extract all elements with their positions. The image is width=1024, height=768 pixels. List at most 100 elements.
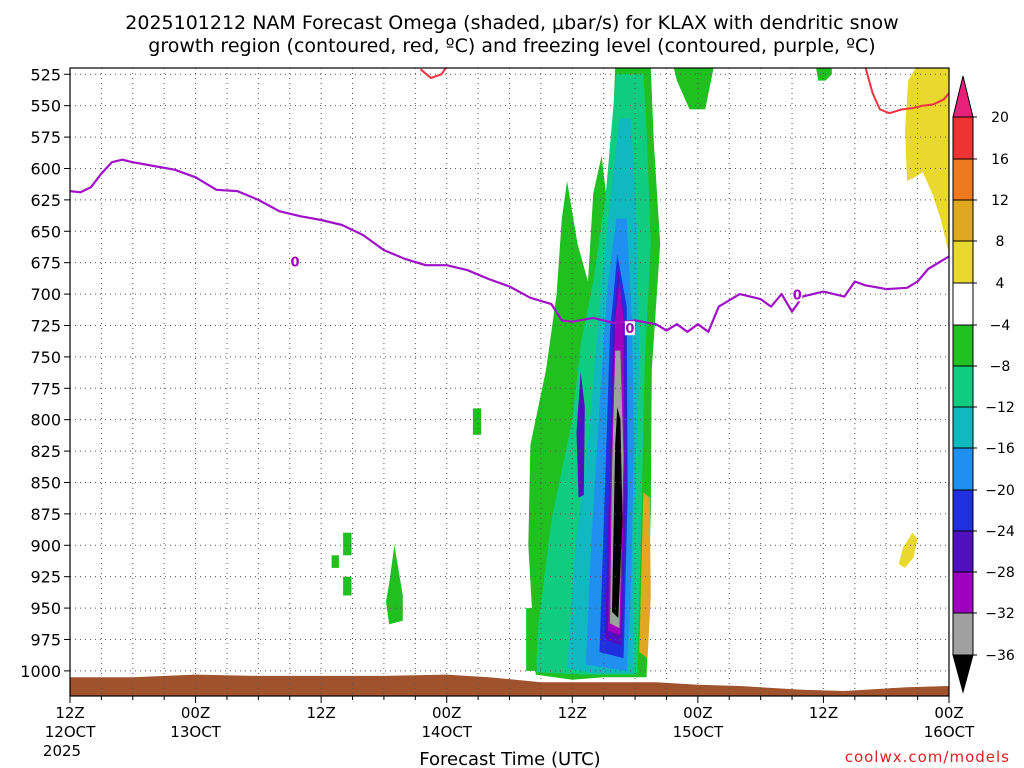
colorbar-label: −32 [985, 606, 1015, 622]
omega-region-13 [386, 545, 403, 625]
x-tick-date-label: 13OCT [170, 723, 221, 741]
colorbar-swatch [952, 489, 974, 532]
plot-area: 0 0 0 [69, 67, 950, 697]
colorbar: 20 16 12 8 4 −4 −8 −12 −16 −20 −24 −28 −32 −36 [952, 75, 1015, 694]
y-tick-label: 925 [30, 568, 61, 587]
dgz-contour-1 [864, 68, 949, 115]
credit-label: coolwx.com/models [845, 748, 1010, 766]
freezing-level-label: 0 [290, 256, 299, 271]
omega-region-15 [343, 532, 352, 556]
year-label: 2025 [43, 742, 81, 760]
y-tick-label: 700 [30, 285, 61, 304]
freezing-level-label: 0 [625, 322, 634, 337]
y-tick-label: 650 [30, 222, 61, 241]
y-tick-label: 850 [30, 473, 61, 492]
y-tick-label: 625 [30, 191, 61, 210]
colorbar-swatch [952, 199, 974, 242]
y-tick-label: 525 [30, 65, 61, 84]
omega-region-11 [673, 68, 714, 110]
colorbar-swatch [952, 447, 974, 491]
y-tick-label: 725 [30, 316, 61, 335]
colorbar-label: 20 [991, 110, 1009, 126]
freezing-level-label: 0 [793, 288, 802, 303]
colorbar-bottom-arrow [952, 654, 974, 694]
y-tick-label: 950 [30, 599, 61, 618]
x-tick-date-label: 15OCT [673, 723, 724, 741]
y-tick-label: 800 [30, 411, 61, 430]
colorbar-swatch [952, 240, 974, 284]
colorbar-swatch [952, 116, 974, 160]
omega-region-8 [612, 407, 623, 619]
x-tick-label: 12Z [55, 704, 84, 722]
colorbar-swatch [952, 571, 974, 614]
freezing-label-bg [289, 254, 300, 269]
y-tick-label: 775 [30, 379, 61, 398]
omega-shading [331, 68, 949, 680]
y-tick-label: 750 [30, 348, 61, 367]
omega-region-14 [472, 408, 482, 435]
colorbar-swatch [952, 406, 974, 449]
colorbar-label: 8 [996, 234, 1005, 250]
freezing-level-line [70, 158, 949, 333]
omega-region-9 [576, 372, 585, 498]
y-tick-label: 600 [30, 159, 61, 178]
colorbar-label: −20 [985, 483, 1015, 499]
x-tick-label: 12Z [306, 704, 335, 722]
omega-region-10 [639, 492, 651, 659]
colorbar-label: 16 [991, 152, 1009, 168]
title: 2025101212 NAM Forecast Omega (shaded, μ… [125, 12, 898, 57]
grid [69, 68, 950, 696]
x-tick-label: 00Z [432, 704, 461, 722]
x-tick-label: 00Z [683, 704, 712, 722]
freezing-label-bg [624, 321, 635, 336]
y-tick-label: 900 [30, 536, 61, 555]
colorbar-swatch [952, 612, 974, 656]
colorbar-top-arrow [952, 75, 974, 118]
colorbar-swatch [952, 282, 974, 326]
title-line-1: 2025101212 NAM Forecast Omega (shaded, μ… [125, 12, 898, 34]
colorbar-label: −24 [985, 524, 1015, 540]
dendritic-growth-contours [419, 68, 949, 115]
y-axis: 525 550 575 600 625 650 675 700 725 750 775 800 825 8… [20, 65, 70, 681]
colorbar-label: 12 [991, 193, 1009, 209]
terrain-fill [70, 674, 949, 696]
colorbar-label: 4 [996, 276, 1005, 292]
omega-region-12 [816, 68, 832, 81]
colorbar-swatch [952, 158, 974, 201]
title-line-2: growth region (contoured, red, ºC) and f… [148, 35, 875, 57]
omega-region-17 [331, 555, 339, 568]
x-tick-date-label: 12OCT [45, 723, 96, 741]
colorbar-label: −12 [985, 400, 1015, 416]
plot-frame [69, 67, 950, 697]
colorbar-swatch [952, 365, 974, 408]
x-tick-date-label: 16OCT [924, 723, 975, 741]
omega-region-16 [343, 576, 352, 596]
omega-region-19 [905, 68, 949, 254]
freezing-level-contour: 0 0 0 [70, 158, 949, 337]
x-tick-label: 12Z [558, 704, 587, 722]
y-tick-label: 675 [30, 254, 61, 273]
y-tick-label: 550 [30, 97, 61, 116]
colorbar-swatch [952, 324, 974, 367]
freezing-label-bg [792, 287, 803, 302]
y-tick-label: 975 [30, 630, 61, 649]
colorbar-label: −16 [985, 441, 1015, 457]
terrain-layer [70, 674, 949, 696]
x-tick-date-label: 14OCT [421, 723, 472, 741]
x-axis-title: Forecast Time (UTC) [419, 749, 600, 768]
colorbar-label: −8 [990, 359, 1011, 375]
colorbar-label: −4 [990, 318, 1011, 334]
x-tick-label: 00Z [181, 704, 210, 722]
y-tick-label: 575 [30, 128, 61, 147]
colorbar-label: −28 [985, 565, 1015, 581]
colorbar-label: −36 [985, 648, 1015, 664]
x-tick-label: 12Z [809, 704, 838, 722]
dgz-contour-0 [419, 68, 448, 80]
y-tick-label: 1000 [20, 662, 61, 681]
y-tick-label: 875 [30, 505, 61, 524]
colorbar-swatch [952, 530, 974, 573]
omega-region-20 [898, 532, 918, 568]
y-tick-label: 825 [30, 442, 61, 461]
